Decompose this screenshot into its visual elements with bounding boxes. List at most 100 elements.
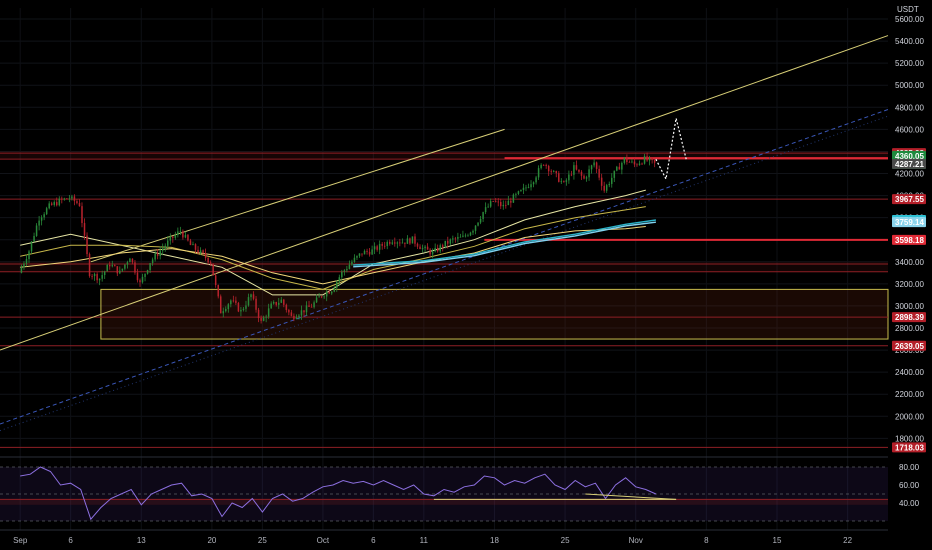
candle-body — [260, 318, 262, 321]
candle-body — [378, 243, 381, 250]
candle-body — [626, 157, 628, 162]
price-badge-label: 4360.05 — [895, 152, 924, 161]
candle-body — [358, 253, 361, 256]
candle-body — [547, 165, 550, 172]
candle-body — [633, 161, 636, 165]
candle-body — [285, 304, 288, 310]
candle-body — [262, 317, 265, 321]
candle-body — [507, 200, 510, 206]
candle-body — [436, 247, 439, 252]
candle-body — [593, 162, 595, 166]
candle-body — [139, 280, 141, 283]
candle-body — [595, 162, 598, 169]
candle-body — [502, 204, 505, 207]
candle-body — [643, 156, 646, 164]
candle-body — [179, 231, 182, 233]
candle-body — [575, 165, 578, 170]
candle-body — [396, 242, 399, 244]
candle-body — [250, 294, 252, 298]
candle-body — [341, 271, 343, 278]
candle-body — [454, 238, 457, 240]
price-tick-label: 2400.00 — [895, 368, 924, 377]
candle-body — [356, 255, 358, 258]
candle-body — [247, 297, 250, 306]
candle-body — [348, 264, 351, 269]
candle-body — [414, 236, 416, 244]
candle-body — [550, 171, 552, 173]
candle-body — [333, 287, 336, 292]
candle-body — [641, 163, 643, 165]
candle-body — [303, 310, 305, 313]
candle-body — [93, 274, 96, 277]
candle-body — [308, 305, 310, 307]
price-tick-label: 2000.00 — [895, 412, 924, 421]
candle-body — [38, 220, 40, 226]
candle-body — [558, 173, 560, 182]
candle-body — [464, 235, 467, 237]
candle-body — [83, 223, 86, 236]
candle-body — [310, 306, 313, 308]
candle-body — [283, 299, 285, 305]
candle-body — [573, 165, 575, 175]
candle-body — [300, 310, 303, 316]
candle-body — [411, 236, 414, 244]
price-badge — [892, 158, 926, 169]
price-tick-label: 3000.00 — [895, 302, 924, 311]
candle-body — [653, 159, 656, 163]
candle-body — [608, 183, 610, 186]
candle-body — [343, 270, 346, 272]
candle-body — [376, 246, 378, 250]
candle-body — [469, 232, 472, 236]
candle-body — [648, 158, 651, 161]
candle-body — [141, 276, 144, 283]
candle-body — [404, 242, 406, 244]
candle-body — [578, 169, 580, 172]
candle-body — [33, 235, 35, 242]
candle-body — [628, 161, 631, 163]
candle-body — [232, 300, 235, 302]
candle-body — [43, 214, 45, 218]
candle-body — [136, 272, 139, 281]
price-badge-label: 2639.05 — [895, 342, 924, 351]
candle-body — [444, 240, 447, 247]
support-zone — [100, 288, 889, 340]
candle-body — [426, 246, 429, 250]
candle-body — [156, 253, 159, 257]
candle-body — [265, 316, 267, 318]
candle-body — [366, 250, 368, 252]
candle-body — [590, 165, 593, 170]
candle-body — [623, 157, 626, 163]
candle-body — [363, 250, 366, 255]
price-tick-label: 4200.00 — [895, 170, 924, 179]
candle-body — [272, 301, 275, 304]
candle-body — [373, 246, 376, 250]
price-tick-label: 3200.00 — [895, 280, 924, 289]
candle-body — [305, 305, 308, 313]
candle-body — [149, 263, 151, 271]
trend-line — [90, 128, 505, 263]
candle-body — [616, 166, 618, 171]
candle-body — [111, 265, 114, 267]
candle-body — [58, 198, 61, 206]
candle-body — [177, 231, 179, 235]
candle-body — [532, 182, 535, 185]
candle-body — [30, 241, 33, 252]
time-tick-label: 15 — [773, 536, 782, 545]
candle-body — [187, 234, 189, 241]
candle-body — [459, 236, 462, 238]
candle-body — [429, 249, 431, 255]
candle-body — [252, 294, 255, 299]
candle-body — [497, 201, 499, 203]
candle-body — [336, 281, 338, 288]
candle-body — [651, 158, 653, 160]
candle-body — [416, 243, 419, 247]
candle-body — [510, 200, 512, 203]
time-axis[interactable]: Sep 6 13 20 25 Oct 6 11 18 25 Nov 8 15 22 — [0, 529, 888, 545]
candle-body — [419, 246, 421, 250]
time-tick-label: 22 — [843, 536, 852, 545]
candle-body — [119, 270, 121, 274]
price-axis[interactable]: USDT1800.002000.002200.002400.002600.002… — [892, 5, 926, 508]
candle-body — [20, 267, 23, 273]
candle-body — [106, 264, 108, 272]
